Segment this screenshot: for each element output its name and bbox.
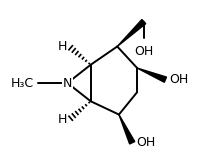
Text: N: N [63,77,72,89]
Text: H: H [58,40,68,53]
Text: OH: OH [136,136,156,149]
Text: OH: OH [134,45,153,58]
Polygon shape [119,115,135,144]
Text: OH: OH [169,73,189,86]
Polygon shape [117,20,146,46]
Polygon shape [137,68,167,82]
Text: H₃C: H₃C [11,77,34,89]
Text: H: H [58,113,68,126]
